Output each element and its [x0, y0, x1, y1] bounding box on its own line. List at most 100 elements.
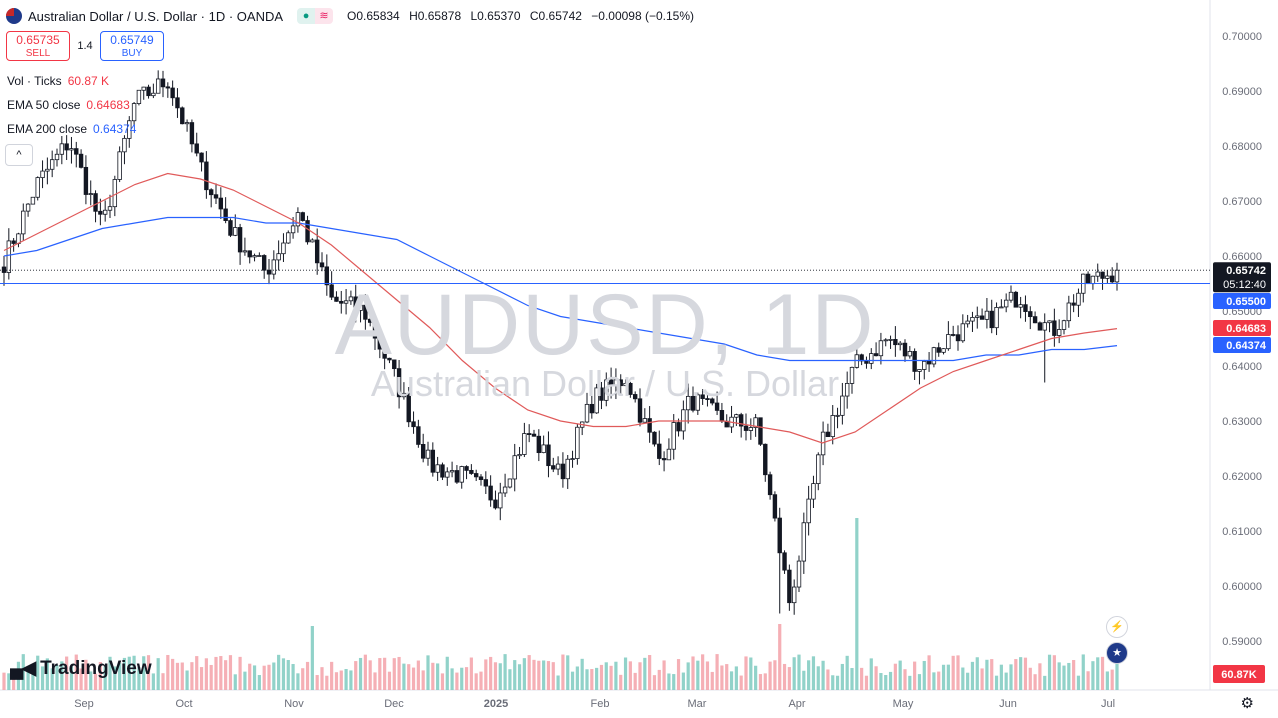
candle-up[interactable]	[555, 463, 561, 470]
candle-up[interactable]	[343, 300, 349, 304]
candle-up[interactable]	[748, 427, 754, 431]
candle-up[interactable]	[849, 366, 855, 384]
candle-down[interactable]	[979, 315, 985, 320]
candle-up[interactable]	[796, 560, 802, 588]
candle-down[interactable]	[772, 494, 778, 519]
candle-down[interactable]	[98, 210, 103, 215]
candle-up[interactable]	[276, 253, 281, 261]
candle-up[interactable]	[917, 369, 922, 372]
candle-up[interactable]	[541, 444, 546, 454]
ema50-legend[interactable]: EMA 50 close 0.64683	[7, 98, 130, 112]
candle-up[interactable]	[753, 417, 758, 428]
candle-up[interactable]	[136, 89, 142, 104]
candle-up[interactable]	[946, 334, 951, 350]
candle-up[interactable]	[21, 210, 26, 235]
candle-up[interactable]	[512, 455, 517, 480]
candle-down[interactable]	[180, 107, 185, 125]
candle-down[interactable]	[411, 421, 416, 428]
candle-up[interactable]	[131, 103, 137, 122]
candle-down[interactable]	[647, 418, 652, 433]
candle-down[interactable]	[208, 189, 214, 196]
candle-down[interactable]	[632, 394, 638, 400]
candle-up[interactable]	[820, 431, 826, 456]
candle-down[interactable]	[329, 284, 334, 298]
candle-down[interactable]	[165, 86, 171, 89]
candle-up[interactable]	[623, 382, 628, 387]
candle-down[interactable]	[488, 485, 493, 501]
candle-up[interactable]	[878, 340, 884, 357]
candle-down[interactable]	[83, 166, 89, 195]
candle-down[interactable]	[926, 360, 932, 365]
candle-up[interactable]	[49, 159, 55, 170]
candle-down[interactable]	[950, 334, 956, 336]
candle-up[interactable]	[69, 148, 74, 151]
candle-up[interactable]	[257, 255, 262, 257]
ema200-legend[interactable]: EMA 200 close 0.64374	[7, 122, 136, 136]
candle-up[interactable]	[449, 470, 455, 473]
candle-down[interactable]	[218, 197, 224, 210]
candle-up[interactable]	[685, 395, 691, 411]
candle-up[interactable]	[801, 522, 807, 562]
tradingview-logo[interactable]: ▄◀ TradingView	[10, 657, 152, 680]
candle-down[interactable]	[314, 239, 320, 264]
candle-down[interactable]	[893, 339, 898, 346]
candle-down[interactable]	[782, 552, 787, 571]
candle-up[interactable]	[970, 317, 975, 322]
candle-up[interactable]	[522, 433, 527, 455]
candle-down[interactable]	[657, 443, 662, 459]
candle-up[interactable]	[507, 478, 513, 488]
candle-down[interactable]	[1109, 275, 1115, 283]
candle-down[interactable]	[473, 473, 479, 478]
candle-down[interactable]	[531, 433, 537, 437]
candle-down[interactable]	[1071, 302, 1076, 306]
candle-down[interactable]	[873, 353, 879, 357]
candle-up[interactable]	[883, 339, 888, 342]
candle-up[interactable]	[994, 307, 999, 329]
candle-down[interactable]	[213, 194, 219, 199]
candle-up[interactable]	[117, 151, 122, 180]
candle-down[interactable]	[526, 433, 532, 435]
candle-up[interactable]	[960, 323, 966, 342]
candle-up[interactable]	[35, 177, 40, 198]
candle-down[interactable]	[1013, 291, 1019, 308]
lightning-icon[interactable]: ⚡	[1106, 616, 1128, 638]
candle-up[interactable]	[122, 137, 127, 153]
candle-down[interactable]	[300, 212, 305, 221]
candle-up[interactable]	[233, 227, 238, 236]
volume-legend[interactable]: Vol · Ticks 60.87 K	[7, 74, 109, 88]
candle-down[interactable]	[469, 469, 474, 474]
candle-down[interactable]	[1032, 316, 1038, 324]
candle-down[interactable]	[377, 337, 383, 350]
candle-down[interactable]	[758, 417, 763, 445]
candle-down[interactable]	[247, 250, 252, 258]
candle-down[interactable]	[536, 435, 542, 454]
candle-down[interactable]	[589, 403, 595, 414]
candle-up[interactable]	[59, 143, 65, 155]
candle-up[interactable]	[141, 86, 146, 91]
candle-up[interactable]	[816, 454, 821, 484]
candle-down[interactable]	[382, 348, 387, 359]
candle-up[interactable]	[290, 225, 296, 234]
candle-down[interactable]	[478, 476, 484, 481]
candle-down[interactable]	[324, 266, 330, 286]
candle-down[interactable]	[1, 266, 7, 273]
candle-up[interactable]	[1047, 320, 1052, 324]
candle-down[interactable]	[334, 296, 339, 302]
candle-down[interactable]	[170, 87, 175, 99]
wave-icon[interactable]: ≋	[315, 8, 334, 24]
candle-down[interactable]	[74, 148, 79, 155]
candle-down[interactable]	[912, 351, 917, 372]
candle-up[interactable]	[1076, 292, 1081, 306]
candle-up[interactable]	[1003, 299, 1009, 308]
candle-up[interactable]	[1061, 320, 1067, 330]
candle-up[interactable]	[984, 310, 990, 320]
candle-down[interactable]	[690, 395, 696, 411]
candle-up[interactable]	[151, 92, 156, 97]
candle-up[interactable]	[1056, 329, 1062, 336]
candle-up[interactable]	[999, 306, 1004, 309]
candle-down[interactable]	[560, 463, 566, 480]
candle-up[interactable]	[498, 492, 503, 509]
candle-up[interactable]	[445, 471, 450, 478]
candle-down[interactable]	[223, 208, 228, 221]
